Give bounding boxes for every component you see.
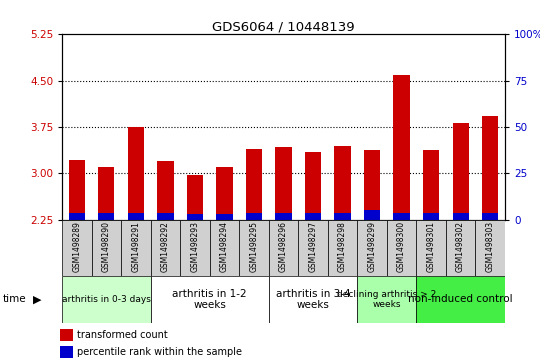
Text: GSM1498290: GSM1498290 <box>102 221 111 272</box>
Bar <box>357 220 387 276</box>
Text: arthritis in 0-3 days: arthritis in 0-3 days <box>62 295 151 304</box>
Bar <box>98 213 114 220</box>
Bar <box>210 220 239 276</box>
Bar <box>328 220 357 276</box>
Bar <box>482 116 498 220</box>
Text: arthritis in 1-2
weeks: arthritis in 1-2 weeks <box>172 289 247 310</box>
Text: percentile rank within the sample: percentile rank within the sample <box>77 347 242 357</box>
Text: GSM1498295: GSM1498295 <box>249 221 259 272</box>
Text: GSM1498301: GSM1498301 <box>427 221 436 272</box>
Text: GSM1498293: GSM1498293 <box>191 221 199 272</box>
Text: transformed count: transformed count <box>77 330 168 340</box>
Bar <box>180 220 210 276</box>
Bar <box>446 220 475 276</box>
Text: GSM1498298: GSM1498298 <box>338 221 347 272</box>
Bar <box>128 213 144 220</box>
Text: GSM1498296: GSM1498296 <box>279 221 288 272</box>
Text: GSM1498297: GSM1498297 <box>308 221 318 272</box>
Bar <box>453 123 469 220</box>
Bar <box>364 150 380 220</box>
Bar <box>128 127 144 220</box>
Bar <box>387 220 416 276</box>
Text: GSM1498299: GSM1498299 <box>368 221 376 272</box>
Text: ▶: ▶ <box>32 294 41 305</box>
Bar <box>187 175 203 220</box>
Bar <box>364 210 380 220</box>
Bar <box>157 213 173 220</box>
Bar <box>246 149 262 220</box>
Text: GSM1498302: GSM1498302 <box>456 221 465 272</box>
Bar <box>246 213 262 220</box>
Bar <box>416 220 446 276</box>
Text: GSM1498289: GSM1498289 <box>72 221 82 272</box>
Bar <box>394 74 410 220</box>
Bar <box>394 213 410 220</box>
Text: time: time <box>3 294 26 305</box>
Bar <box>98 167 114 220</box>
Bar <box>151 276 269 323</box>
Text: GSM1498292: GSM1498292 <box>161 221 170 272</box>
Bar <box>423 151 439 220</box>
Bar <box>60 329 72 341</box>
Bar <box>239 220 269 276</box>
Bar <box>121 220 151 276</box>
Title: GDS6064 / 10448139: GDS6064 / 10448139 <box>212 20 355 33</box>
Bar <box>475 220 505 276</box>
Bar <box>217 167 233 220</box>
Bar <box>157 161 173 220</box>
Bar <box>269 220 298 276</box>
Text: non-induced control: non-induced control <box>408 294 513 305</box>
Bar <box>275 213 292 220</box>
Text: GSM1498303: GSM1498303 <box>485 221 495 272</box>
Bar <box>482 213 498 220</box>
Bar <box>334 213 350 220</box>
Text: GSM1498291: GSM1498291 <box>131 221 140 272</box>
Bar <box>416 276 505 323</box>
Bar <box>62 220 92 276</box>
Text: GSM1498294: GSM1498294 <box>220 221 229 272</box>
Bar <box>453 213 469 220</box>
Bar <box>305 213 321 220</box>
Bar <box>305 152 321 220</box>
Bar <box>357 276 416 323</box>
Bar <box>187 214 203 220</box>
Text: declining arthritis > 2
weeks: declining arthritis > 2 weeks <box>337 290 436 309</box>
Bar <box>275 147 292 220</box>
Bar <box>60 346 72 358</box>
Bar <box>217 214 233 220</box>
Bar <box>69 213 85 220</box>
Bar <box>334 146 350 220</box>
Bar <box>62 276 151 323</box>
Text: arthritis in 3-4
weeks: arthritis in 3-4 weeks <box>276 289 350 310</box>
Bar <box>423 213 439 220</box>
Bar <box>92 220 121 276</box>
Bar <box>298 220 328 276</box>
Bar <box>151 220 180 276</box>
Bar <box>269 276 357 323</box>
Text: GSM1498300: GSM1498300 <box>397 221 406 272</box>
Bar <box>69 160 85 220</box>
